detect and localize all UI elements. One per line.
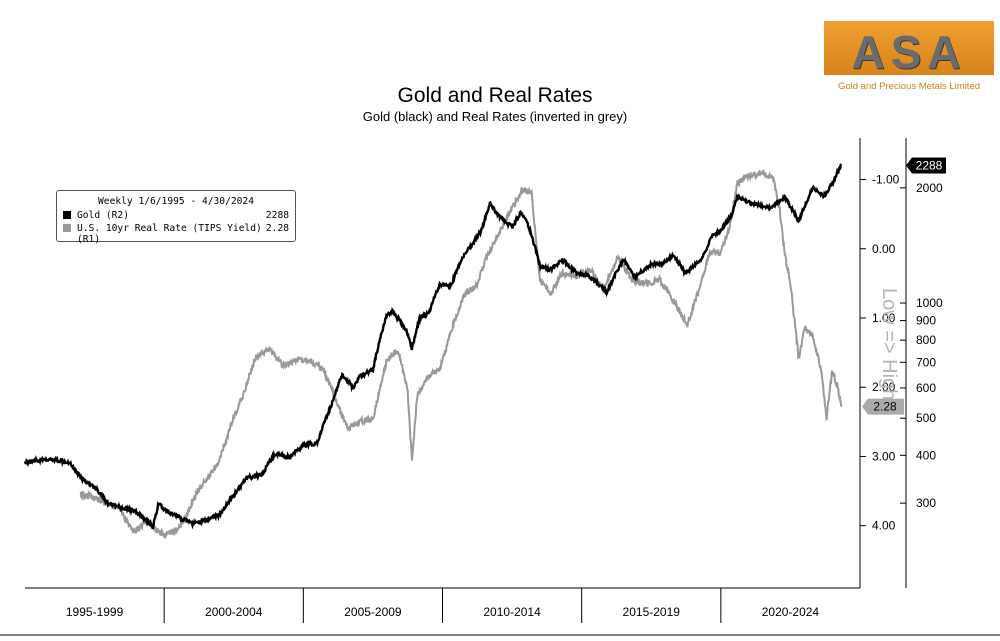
r2-tick-label: 300 (916, 496, 936, 510)
series-line-gold (23, 163, 843, 530)
chart-subtitle: Gold (black) and Real Rates (inverted in… (363, 109, 627, 124)
r2-tick-label: 1000 (916, 296, 943, 310)
x-period-label: 2000-2004 (205, 605, 263, 619)
gold-last-value-label: 2288 (916, 159, 943, 173)
gold-last-value-tag (906, 157, 946, 174)
r1-tick-label: 1.00 (872, 311, 896, 325)
x-period-label: 2015-2019 (623, 605, 681, 619)
legend-entry-real-rate: U.S. 10yr Real Rate (TIPS Yield) (R1) 2.… (63, 223, 289, 245)
logo-text: ASA (851, 26, 967, 78)
legend-swatch-real-rate (63, 224, 71, 232)
legend-swatch-gold (63, 211, 71, 219)
legend-value-gold: 2288 (265, 210, 289, 221)
r2-tick-label: 400 (916, 448, 936, 462)
r2-tick-label: 600 (916, 381, 936, 395)
x-period-label: 2005-2009 (344, 605, 402, 619)
r2-tick-label: 800 (916, 333, 936, 347)
r1-tick-label: -1.00 (872, 173, 900, 187)
legend-label-real-rate: U.S. 10yr Real Rate (TIPS Yield) (R1) (77, 223, 262, 245)
r1-tick-label: 4.00 (872, 519, 896, 533)
x-period-label: 2010-2014 (483, 605, 541, 619)
asa-logo: ASA Gold and Precious Metals Limited (824, 21, 994, 93)
legend-entry-gold: Gold (R2) 2288 (63, 210, 289, 222)
series-line-real-rate (79, 169, 843, 539)
chart-title: Gold and Real Rates (398, 84, 593, 107)
r2-tick-label: 2000 (916, 181, 943, 195)
low-high-annotation: Low => High (878, 288, 900, 400)
logo-subtitle: Gold and Precious Metals Limited (837, 81, 981, 92)
real-rate-last-value-tag (862, 398, 904, 415)
r2-tick-label: 700 (916, 355, 936, 369)
x-period-label: 1995-1999 (66, 605, 124, 619)
r2-tick-label: 900 (916, 314, 936, 328)
r2-tick-label: 500 (916, 411, 936, 425)
real-rate-last-value-label: 2.28 (873, 400, 897, 414)
r1-tick-label: 3.00 (872, 449, 896, 463)
x-period-label: 2020-2024 (762, 605, 820, 619)
logo-box: ASA (824, 21, 994, 78)
r1-tick-label: 2.00 (872, 380, 896, 394)
legend-value-real-rate: 2.28 (265, 223, 289, 234)
r1-tick-label: 0.00 (872, 242, 896, 256)
legend-label-gold: Gold (R2) (77, 210, 129, 221)
chart-legend: Weekly 1/6/1995 - 4/30/2024 Gold (R2) 22… (56, 190, 296, 245)
legend-title: Weekly 1/6/1995 - 4/30/2024 (98, 196, 254, 207)
